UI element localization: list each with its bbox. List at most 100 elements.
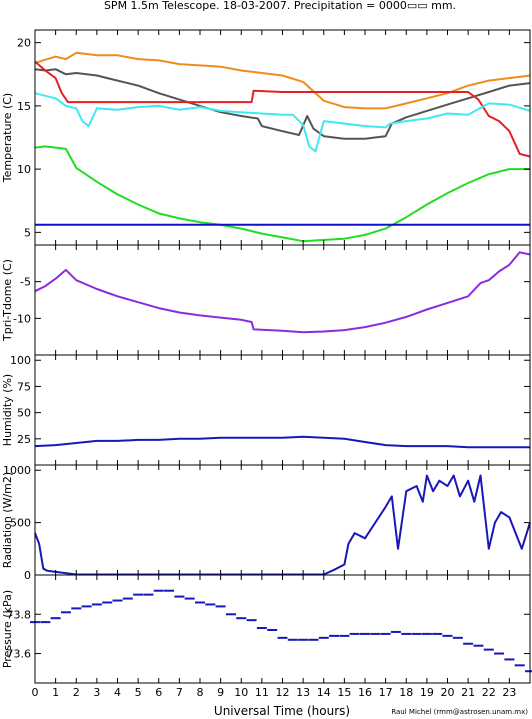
data-point — [215, 605, 226, 608]
data-point — [339, 634, 350, 637]
series-line-0 — [34, 51, 531, 110]
x-tick-label: 14 — [317, 686, 331, 699]
data-point — [174, 595, 185, 598]
y-tick-label: 0 — [24, 569, 31, 582]
data-point — [236, 617, 247, 620]
data-point — [225, 613, 236, 616]
y-tick-label: 1000 — [3, 464, 31, 477]
data-point — [71, 607, 82, 610]
y-tick-label: 500 — [10, 517, 31, 530]
x-axis-label: Universal Time (hours) — [214, 704, 350, 718]
data-point — [504, 658, 515, 661]
data-point — [205, 603, 216, 606]
data-point — [102, 601, 113, 604]
data-point — [370, 632, 381, 635]
data-point — [195, 601, 205, 604]
data-point — [122, 597, 133, 600]
data-point — [349, 632, 360, 635]
data-point — [411, 632, 422, 635]
data-point — [318, 636, 329, 639]
data-point — [50, 617, 61, 620]
x-tick-label: 0 — [32, 686, 39, 699]
data-point — [133, 593, 144, 596]
x-tick-label: 4 — [114, 686, 121, 699]
data-point — [267, 628, 278, 631]
chart-title: SPM 1.5m Telescope. 18-03-2007. Precipit… — [104, 0, 456, 12]
plot-frame — [34, 574, 531, 684]
series-line-3 — [34, 92, 531, 153]
data-point — [483, 648, 494, 651]
x-tick-label: 15 — [337, 686, 351, 699]
y-tick-label: 100 — [10, 354, 31, 367]
y-tick-label: 5 — [24, 226, 31, 239]
data-point — [256, 627, 267, 630]
x-tick-label: 16 — [358, 686, 372, 699]
data-point — [287, 638, 298, 641]
data-point — [525, 670, 532, 673]
data-point — [81, 605, 92, 608]
x-tick-label: 20 — [441, 686, 455, 699]
data-point — [91, 603, 102, 606]
x-tick-label: 12 — [276, 686, 290, 699]
x-tick-label: 3 — [93, 686, 100, 699]
y-tick-label: 73.6 — [7, 648, 32, 661]
panel-1: -10 -5 Tpri-Tdome (C) — [1, 244, 531, 356]
data-point — [277, 636, 288, 639]
x-tick-label: 17 — [379, 686, 393, 699]
x-tick-label: 10 — [234, 686, 248, 699]
x-tick-label: 2 — [73, 686, 80, 699]
data-point — [164, 589, 175, 592]
y-axis-label: Pressure (kPa) — [1, 590, 14, 668]
y-tick-label: 25 — [17, 433, 31, 446]
data-point — [494, 652, 505, 655]
series-line-0 — [34, 251, 531, 334]
plot-frame — [34, 354, 531, 466]
data-point — [473, 644, 484, 647]
x-tick-label: 7 — [176, 686, 183, 699]
data-point — [432, 632, 443, 635]
x-tick-label: 23 — [502, 686, 516, 699]
data-point — [246, 619, 257, 622]
x-tick-label: 19 — [420, 686, 434, 699]
data-point — [60, 611, 71, 614]
x-tick-label: 13 — [296, 686, 310, 699]
data-point — [308, 638, 319, 641]
x-tick-label: 9 — [217, 686, 224, 699]
y-axis-label: Humidity (%) — [1, 374, 14, 446]
y-tick-label: 50 — [17, 407, 31, 420]
data-point — [401, 632, 412, 635]
data-point — [514, 664, 525, 667]
panel-0: 5 10 15 20 Temperature (C) — [1, 29, 531, 246]
series-line-0 — [34, 435, 530, 449]
data-point — [360, 632, 370, 635]
series-line-2 — [34, 60, 531, 158]
data-point — [463, 642, 474, 645]
x-tick-label: 21 — [461, 686, 475, 699]
credit-text: Raul Michel (rmm@astrosen.unam.mx) — [391, 708, 528, 716]
data-point — [298, 638, 309, 641]
x-tick-label: 18 — [399, 686, 413, 699]
data-point — [40, 621, 51, 624]
data-point — [421, 632, 432, 635]
panel-2: 25 50 75 100 Humidity (%) — [1, 354, 531, 466]
series-line-4 — [34, 145, 530, 243]
y-tick-label: 15 — [17, 100, 31, 113]
x-tick-label: 8 — [197, 686, 204, 699]
data-point — [380, 632, 391, 635]
x-tick-label: 6 — [155, 686, 162, 699]
data-point — [112, 599, 123, 602]
y-axis-label: Radiation (W/m2) — [1, 472, 14, 568]
data-point — [452, 636, 463, 639]
series-line-0 — [34, 474, 531, 576]
plot-frame — [34, 29, 531, 246]
x-tick-label: 1 — [52, 686, 59, 699]
y-axis-label: Tpri-Tdome (C) — [1, 259, 14, 342]
data-point — [184, 597, 195, 600]
y-tick-label: -10 — [13, 312, 31, 325]
data-point — [153, 589, 164, 592]
x-tick-label: 5 — [135, 686, 142, 699]
data-point — [143, 593, 154, 596]
